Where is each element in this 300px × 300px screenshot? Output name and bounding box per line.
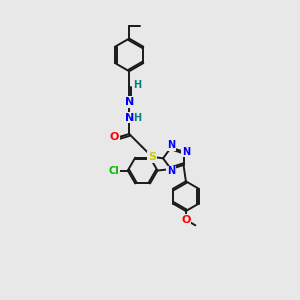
Text: N: N [167, 167, 175, 176]
Text: N: N [167, 140, 175, 150]
Text: O: O [110, 132, 119, 142]
Text: N: N [182, 147, 190, 157]
Text: S: S [148, 152, 156, 162]
Text: H: H [134, 80, 142, 90]
Text: Cl: Cl [109, 166, 119, 176]
Text: H: H [134, 112, 142, 123]
Text: N: N [124, 112, 134, 123]
Text: O: O [181, 215, 190, 225]
Text: N: N [124, 97, 134, 107]
